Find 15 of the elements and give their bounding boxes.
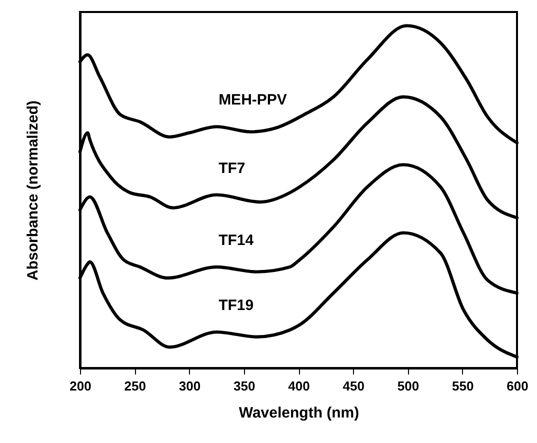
- x-tick-label: 250: [124, 378, 146, 394]
- y-axis-title: Absorbance (normalized): [24, 100, 42, 281]
- x-tick-label: 400: [288, 378, 310, 394]
- series-label: TF14: [218, 232, 254, 250]
- x-tick-label: 500: [397, 378, 420, 394]
- series-label: TF7: [218, 160, 246, 177]
- x-tick-label: 200: [70, 378, 92, 394]
- x-tick-label: 300: [178, 378, 201, 394]
- x-tick-label: 350: [234, 378, 256, 394]
- x-tick-label: 550: [452, 378, 474, 394]
- series-label: MEH-PPV: [218, 92, 287, 109]
- series-label: TF19: [218, 297, 254, 314]
- x-axis-title: Wavelength (nm): [238, 404, 360, 422]
- x-tick-label: 450: [342, 378, 364, 394]
- x-tick-label: 600: [506, 378, 528, 394]
